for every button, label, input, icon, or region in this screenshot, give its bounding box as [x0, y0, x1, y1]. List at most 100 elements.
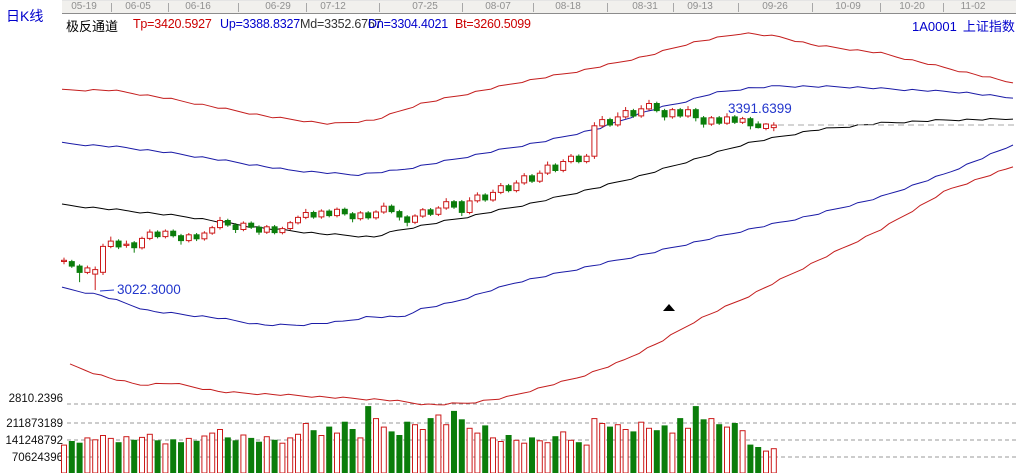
candle-up: [583, 155, 590, 163]
y-axis-label: 2810.2396: [9, 393, 63, 405]
date-tick-label: 08-18: [555, 1, 581, 12]
indicator-value-bt: Bt=3260.5099: [455, 17, 531, 31]
date-tick-mark: [811, 3, 813, 12]
candle-up: [622, 110, 629, 118]
indicator-value-up: Up=3388.8327: [220, 17, 300, 31]
volume-bar-down: [700, 419, 707, 473]
date-tick-label: 10-20: [899, 1, 925, 12]
candle-up: [373, 211, 379, 219]
annotation-leader: [99, 289, 115, 292]
volume-bar-down: [326, 426, 333, 473]
volume-bar-up: [412, 424, 418, 473]
volume-bar-down: [224, 437, 231, 473]
date-tick-label: 08-07: [485, 1, 511, 12]
candle-up: [100, 245, 106, 273]
candle-down: [692, 109, 699, 119]
date-tick-mark: [379, 3, 380, 12]
channel-line-Tp: [61, 32, 1014, 125]
volume-bar-down: [341, 421, 348, 473]
volume-bar-up: [583, 444, 590, 473]
price-annotation: 3391.6399: [728, 101, 792, 116]
candle-up: [490, 191, 496, 201]
date-tick-label: 09-26: [762, 1, 788, 12]
volume-bar-up: [536, 440, 543, 473]
volume-bar-up: [357, 437, 364, 473]
date-tick-mark: [238, 3, 239, 12]
triangle-up-marker: [663, 304, 675, 311]
candle-up: [279, 228, 286, 234]
candle-down: [607, 119, 613, 126]
date-tick-mark: [168, 3, 169, 12]
symbol-code: 1A0001: [912, 19, 957, 34]
candle-up: [599, 119, 606, 127]
candle-down: [115, 240, 122, 248]
date-tick-label: 11-02: [960, 1, 986, 12]
candle-down: [458, 201, 465, 213]
date-tick-label: 06-29: [265, 1, 291, 12]
candle-down: [404, 216, 411, 223]
date-tick-mark: [942, 3, 944, 12]
volume-bar-up: [318, 435, 325, 473]
date-tick-label: 10-09: [835, 1, 861, 12]
volume-bar-up: [146, 433, 153, 473]
date-tick-mark: [672, 3, 674, 12]
volume-bar-up: [497, 441, 504, 473]
volume-bar-down: [505, 435, 512, 473]
volume-bar-up: [100, 435, 106, 473]
volume-bar-down: [451, 410, 457, 473]
channel-line-Dn: [61, 144, 1014, 327]
volume-bar-down: [482, 425, 489, 473]
volume-bar-up: [287, 437, 294, 473]
volume-bar-up: [92, 439, 99, 473]
volume-bar-up: [435, 414, 442, 473]
candle-down: [747, 118, 754, 127]
indicator-name[interactable]: 极反通道: [66, 19, 119, 34]
volume-bar-up: [646, 427, 652, 473]
volume-bar-down: [170, 439, 177, 473]
candle-up: [61, 259, 67, 262]
candle-up: [708, 117, 715, 125]
candle-down: [552, 164, 559, 172]
candle-down: [310, 212, 317, 218]
candle-down: [396, 211, 403, 218]
volume-bar-down: [747, 444, 754, 473]
date-tick-mark: [461, 3, 463, 12]
candle-up: [739, 118, 746, 123]
volume-bar-down: [193, 440, 200, 473]
volume-bar-down: [256, 441, 262, 473]
volume-bar-up: [560, 431, 567, 473]
symbol-name: 上证指数: [962, 19, 1015, 34]
volume-bar-up: [302, 423, 309, 473]
volume-bar-up: [84, 437, 91, 473]
date-tick-label: 07-25: [412, 1, 438, 12]
candle-up: [107, 240, 114, 248]
indicator-value-tp: Tp=3420.5927: [133, 17, 212, 31]
candle-down: [224, 220, 231, 226]
candle-down: [677, 109, 684, 117]
volume-bar-down: [388, 431, 395, 473]
date-tick-label: 07-12: [320, 1, 346, 12]
candle-up: [763, 123, 769, 129]
candle-up: [568, 155, 574, 163]
candle-up: [443, 201, 450, 209]
candle-up: [92, 269, 99, 275]
volume-bar-up: [521, 442, 528, 473]
candle-up: [380, 205, 387, 213]
candle-up: [474, 194, 481, 202]
period-label[interactable]: 日K线: [6, 8, 44, 24]
volume-bar-down: [396, 435, 403, 473]
candle-down: [365, 212, 372, 219]
date-tick-mark: [305, 3, 307, 12]
volume-bar-up: [334, 432, 340, 473]
volume-bar-up: [490, 437, 496, 473]
volume-bar-up: [466, 427, 473, 473]
candle-up: [685, 109, 691, 117]
date-tick-mark: [533, 3, 534, 12]
volume-bar-up: [724, 426, 730, 473]
candle-up: [146, 231, 153, 239]
symbol-label[interactable]: 1A0001 上证指数: [912, 16, 1016, 35]
candle-down: [482, 194, 489, 201]
volume-bar-down: [115, 442, 122, 473]
